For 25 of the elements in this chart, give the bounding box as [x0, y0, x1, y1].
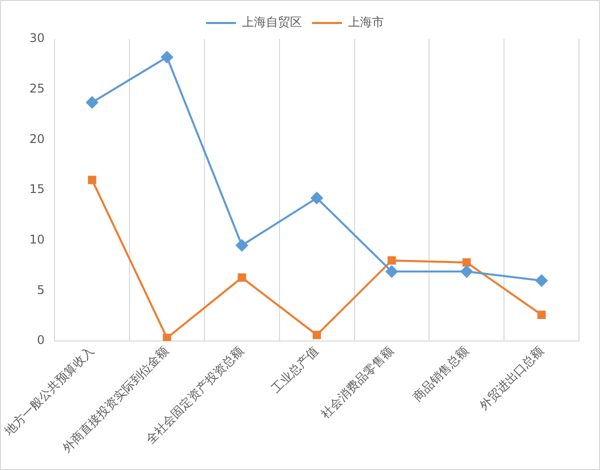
point [86, 96, 98, 108]
point [388, 256, 396, 265]
point [386, 266, 398, 278]
point [460, 266, 473, 278]
y-tick-label: 25 [29, 81, 45, 96]
legend-label: 上海市 [348, 15, 384, 30]
y-tick-label: 10 [29, 232, 45, 246]
point [537, 310, 546, 320]
x-tick-label: 外贸进出口总额 [476, 344, 546, 413]
x-tick-label: 商品销售总额 [410, 344, 471, 404]
point [312, 330, 321, 340]
y-tick-label: 5 [36, 282, 45, 297]
point [462, 258, 471, 267]
point [536, 274, 548, 287]
y-tick-label: 20 [29, 132, 45, 146]
y-tick-label: 30 [29, 31, 45, 46]
legend-label: 上海自贸区 [242, 15, 302, 30]
point [310, 192, 323, 204]
point [160, 51, 173, 64]
point [238, 273, 246, 282]
point [88, 176, 96, 184]
point [236, 239, 248, 252]
point [162, 334, 172, 341]
y-tick-label: 0 [36, 333, 45, 348]
y-tick-label: 15 [29, 182, 45, 196]
